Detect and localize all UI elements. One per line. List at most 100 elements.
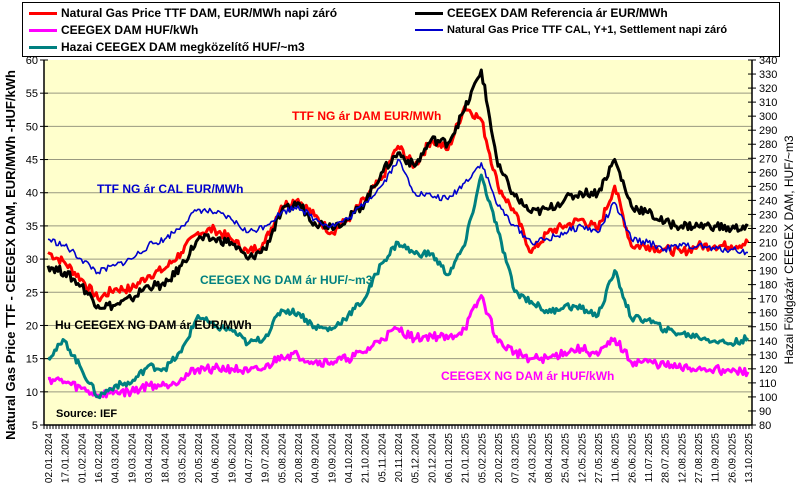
x-tick-label: 06.01.2025: [444, 433, 455, 483]
x-tick-label: 26.09.2025: [727, 433, 738, 483]
x-tick-label: 27.05.2025: [594, 433, 605, 483]
annotation-hu-ceegex-eur: Hu CEEGEX NG DAM ár EUR/MWh: [55, 318, 252, 332]
y-tick-label-right: 330: [759, 69, 777, 81]
y-tick-label-right: 80: [759, 420, 771, 432]
legend-item-ceegex-huf-kwh: CEEGEX DAM HUF/kWh: [29, 23, 198, 37]
legend-label: Natural Gas Price TTF CAL, Y+1, Settleme…: [447, 24, 728, 36]
y-tick-label-right: 270: [759, 153, 777, 165]
x-tick-label: 03.05.2024: [177, 433, 188, 483]
legend-swatch: [29, 29, 57, 33]
x-tick-label: 04.07.2024: [244, 433, 255, 483]
y-tick-label-left: 30: [26, 254, 38, 266]
x-tick-label: 04.10.2024: [344, 433, 355, 483]
x-tick-label: 11.07.2025: [644, 433, 655, 483]
y-tick-label-right: 280: [759, 139, 777, 151]
series-line-0: [47, 105, 750, 303]
series-line-3: [47, 173, 750, 400]
y-tick-label-right: 220: [759, 223, 777, 235]
x-tick-label: 13.10.2025: [744, 433, 755, 483]
y-axis-label-left: Natural Gas Price TTF - CEEGEX DAM, EUR/…: [3, 70, 18, 440]
y-tick-label-right: 100: [759, 392, 777, 404]
x-tick-label: 05.11.2024: [377, 433, 388, 483]
x-tick-label: 01.02.2024: [77, 433, 88, 483]
y-tick-label-right: 320: [759, 83, 777, 95]
x-tick-label: 28.07.2025: [661, 433, 672, 483]
x-tick-label: 05.12.2024: [411, 433, 422, 483]
y-tick-label-right: 240: [759, 195, 777, 207]
x-tick-label: 21.10.2024: [361, 433, 372, 483]
y-tick-label-right: 170: [759, 294, 777, 306]
annotation-ceegex-huf-m3: CEEGEX NG DAM ár HUF/~m3: [200, 273, 373, 287]
legend-item-hazai-ceegex: Hazai CEEGEX DAM megközelítő HUF/~m3: [29, 40, 305, 54]
x-tick-label: 04.09.2024: [311, 433, 322, 483]
annotation-ceegex-huf-kwh: CEEGEX NG DAM ár HUF/kWh: [441, 369, 614, 383]
y-tick-label-right: 190: [759, 266, 777, 278]
x-tick-label: 19.03.2024: [127, 433, 138, 483]
x-tick-label: 19.06.2024: [227, 433, 238, 483]
legend-label: CEEGEX DAM HUF/kWh: [61, 23, 199, 37]
x-tick-label: 08.04.2025: [544, 433, 555, 483]
y-tick-label-right: 90: [759, 406, 771, 418]
series-line-4: [47, 294, 750, 399]
grid-lines: [44, 92, 752, 393]
y-tick-label-left: 5: [32, 420, 38, 432]
legend-item-ttf-dam: Natural Gas Price TTF DAM, EUR/MWh napi …: [29, 6, 337, 20]
y-tick-label-right: 120: [759, 364, 777, 376]
y-tick-label-right: 210: [759, 238, 777, 250]
legend-label: Hazai CEEGEX DAM megközelítő HUF/~m3: [61, 40, 305, 54]
y-tick-label-right: 140: [759, 336, 777, 348]
y-tick-label-right: 310: [759, 97, 777, 109]
y-tick-label-right: 150: [759, 322, 777, 334]
x-tick-label: 12.08.2025: [677, 433, 688, 483]
x-tick-label: 24.03.2025: [527, 433, 538, 483]
x-tick-label: 26.06.2025: [627, 433, 638, 483]
legend-item-ceegex-ref: CEEGEX DAM Referencia ár EUR/MWh: [415, 6, 668, 20]
legend: Natural Gas Price TTF DAM, EUR/MWh napi …: [22, 2, 780, 57]
x-tick-label: 18.04.2024: [161, 433, 172, 483]
x-tick-label: 04.06.2024: [211, 433, 222, 483]
y-tick-label-right: 230: [759, 209, 777, 221]
x-tick-label: 04.03.2024: [111, 433, 122, 483]
y-tick-label-left: 40: [26, 188, 38, 200]
x-tick-label: 11.06.2025: [611, 433, 622, 483]
annotation-ttf-dam: TTF NG ár DAM EUR/MWh: [292, 109, 441, 123]
axes: [40, 59, 756, 429]
x-tick-label: 05.08.2024: [277, 433, 288, 483]
x-tick-label: 25.04.2025: [561, 433, 572, 483]
x-tick-label: 20.11.2024: [394, 433, 405, 483]
y-tick-label-left: 45: [26, 155, 38, 167]
y-tick-label-right: 130: [759, 350, 777, 362]
x-tick-label: 11.09.2025: [711, 433, 722, 483]
y-tick-label-right: 160: [759, 308, 777, 320]
y-tick-label-left: 15: [26, 354, 38, 366]
legend-label: Natural Gas Price TTF DAM, EUR/MWh napi …: [61, 6, 338, 20]
x-tick-label: 27.08.2025: [694, 433, 705, 483]
y-tick-label-right: 110: [759, 378, 777, 390]
y-tick-label-left: 20: [26, 320, 38, 332]
legend-item-ttf-cal: Natural Gas Price TTF CAL, Y+1, Settleme…: [415, 24, 727, 36]
annotation-ttf-cal: TTF NG ár CAL EUR/MWh: [97, 182, 243, 196]
series-line-1: [46, 68, 749, 312]
x-tick-label: 12.05.2025: [577, 433, 588, 483]
x-tick-label: 05.02.2025: [477, 433, 488, 483]
legend-swatch: [29, 46, 57, 50]
y-axis-label-right: Hazai Földgázár CEEGEX DAM, HUF/~m3: [782, 135, 796, 364]
y-tick-label-left: 35: [26, 221, 38, 233]
x-tick-label: 16.02.2024: [94, 433, 105, 483]
y-tick-label-right: 200: [759, 252, 777, 264]
legend-swatch: [415, 12, 443, 16]
tick-labels: 5 10 15 20 25 30 35 40 45 50 55 60 80 90 100 110 120 130 1…: [26, 55, 778, 483]
legend-label: CEEGEX DAM Referencia ár EUR/MWh: [447, 6, 668, 20]
series-line-2: [47, 158, 749, 275]
x-tick-label: 20.05.2024: [194, 433, 205, 483]
x-tick-label: 19.07.2024: [261, 433, 272, 483]
y-tick-label-right: 260: [759, 167, 777, 179]
y-tick-label-left: 55: [26, 88, 38, 100]
x-tick-label: 20.12.2024: [427, 433, 438, 483]
x-tick-label: 07.03.2025: [511, 433, 522, 483]
x-tick-label: 21.01.2025: [461, 433, 472, 483]
legend-swatch: [415, 29, 443, 32]
series-group: [46, 68, 750, 400]
y-tick-label-right: 180: [759, 280, 777, 292]
